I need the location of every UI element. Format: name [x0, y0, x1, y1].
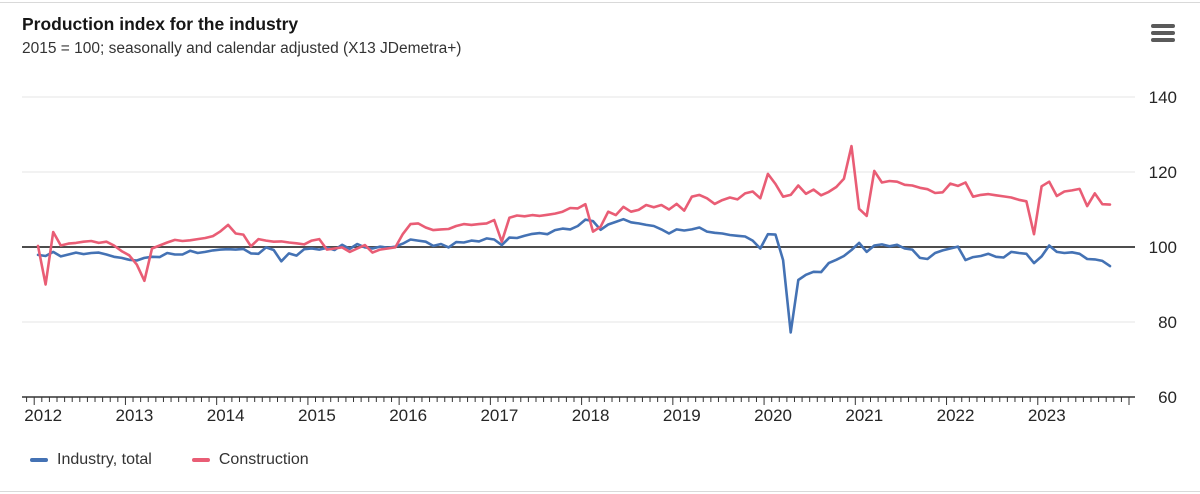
legend: Industry, total Construction [30, 451, 309, 469]
legend-label-construction: Construction [218, 451, 309, 468]
x-tick-label: 2018 [572, 406, 610, 425]
y-tick-label: 100 [1149, 238, 1177, 257]
x-tick-label: 2023 [1028, 406, 1066, 425]
x-tick-label: 2019 [663, 406, 701, 425]
gridlines [22, 96, 1135, 323]
legend-marker-industry-total [30, 458, 48, 462]
bottom-border-line [0, 491, 1200, 492]
x-tick-label: 2022 [937, 406, 975, 425]
y-tick-label: 140 [1149, 88, 1177, 107]
y-axis-labels: 140 120 100 80 60 [1149, 88, 1177, 407]
chart-menu-button[interactable] [1146, 18, 1180, 48]
x-tick-label: 2021 [845, 406, 883, 425]
legend-marker-construction [191, 458, 210, 462]
y-tick-label: 120 [1149, 163, 1177, 182]
chart-header: Production index for the industry 2015 =… [22, 12, 461, 60]
x-tick-label: 2016 [389, 406, 427, 425]
x-axis-labels: 2012 2013 2014 2015 2016 2017 2018 2019 2020 2021… [24, 406, 1065, 425]
y-tick-label: 80 [1158, 313, 1177, 332]
top-border-line [0, 2, 1200, 3]
x-tick-label: 2020 [754, 406, 792, 425]
x-tick-label: 2012 [24, 406, 62, 425]
x-axis [22, 396, 1135, 405]
x-tick-label: 2014 [207, 406, 245, 425]
hamburger-icon [1151, 24, 1175, 42]
legend-label-industry-total: Industry, total [57, 451, 152, 468]
x-tick-label: 2017 [480, 406, 518, 425]
y-tick-label: 60 [1158, 388, 1177, 407]
legend-item-construction[interactable]: Construction [191, 451, 309, 469]
legend-item-industry-total[interactable]: Industry, total [30, 451, 152, 469]
chart-title: Production index for the industry [22, 14, 299, 34]
x-tick-label: 2015 [298, 406, 336, 425]
chart-subtitle: 2015 = 100; seasonally and calendar adju… [22, 40, 462, 58]
x-tick-label: 2013 [116, 406, 154, 425]
series-line-industry-total[interactable] [36, 217, 1112, 334]
series-line-construction[interactable] [36, 144, 1112, 286]
